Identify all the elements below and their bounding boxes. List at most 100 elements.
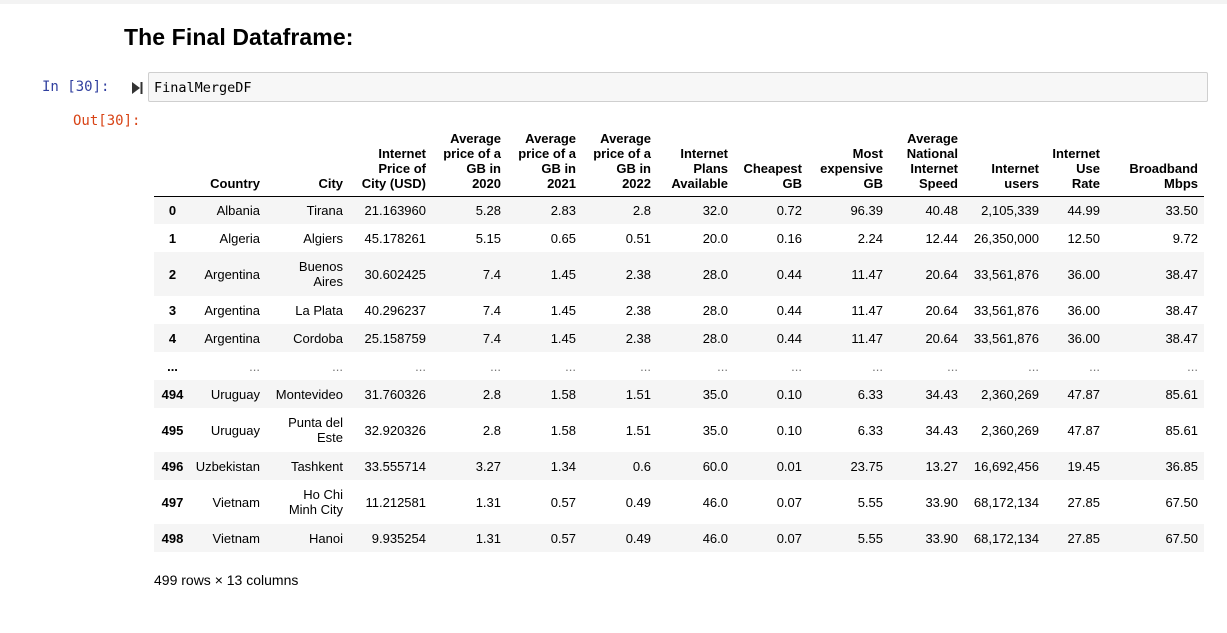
column-header-line: Broadband (1129, 160, 1198, 176)
cell-price: 40.296237 (364, 302, 426, 318)
cell-price: 30.602425 (364, 266, 426, 282)
column-header-line: Speed (918, 175, 958, 191)
cell-price: 31.760326 (364, 386, 426, 402)
cell-price: 9.935254 (371, 530, 426, 546)
cell-city-line: Ho Chi (303, 487, 343, 502)
cell-city-line: ... (332, 358, 343, 374)
column-header-line (158, 131, 185, 146)
cell-city: La Plata (266, 296, 349, 324)
cell-speed: ... (947, 358, 958, 374)
column-header-line: GB (863, 175, 884, 191)
cell-price: 33.555714 (364, 458, 426, 474)
column-header-line: Rate (1071, 175, 1100, 191)
cell-g2022: ... (640, 358, 651, 374)
column-header-line: price of a (593, 145, 651, 161)
cell-rate: 27.85 (1067, 494, 1100, 510)
cell-cheap: ... (791, 358, 802, 374)
output-prompt: Out[30]: (73, 113, 141, 129)
table-row: 2 Argentina Buenos Aires 30.602425 7.4 1.45 2.3… (154, 252, 1204, 296)
column-header: Internet Use Rate (1045, 126, 1106, 197)
cell-g2021: 1.45 (550, 302, 576, 318)
column-header-line: Cheapest (743, 160, 802, 176)
column-header-line: Plans (693, 160, 728, 176)
cell-rate: 44.99 (1067, 202, 1100, 218)
row-index: 496 (161, 458, 184, 474)
cell-cheap: 0.10 (776, 386, 802, 402)
cell-plans: ... (717, 358, 728, 374)
column-header-line: GB in (466, 160, 501, 176)
cell-price: ... (415, 358, 426, 374)
cell-price: 32.920326 (364, 422, 426, 438)
cell-city-line: Hanoi (309, 530, 343, 546)
column-header: Internet users (964, 126, 1045, 197)
column-header-line: City (USD) (361, 175, 426, 191)
cell-city: ... (266, 352, 349, 380)
cell-bb: 33.50 (1165, 202, 1198, 218)
cell-exp: 6.33 (857, 422, 883, 438)
cell-cheap: 0.01 (776, 458, 802, 474)
cell-g2020: 2.8 (482, 422, 501, 438)
column-header-line: National (906, 145, 958, 161)
cell-city-line: Tashkent (290, 458, 343, 474)
cell-g2022: 2.8 (632, 202, 651, 218)
cell-rate: 12.50 (1067, 230, 1100, 246)
column-header: Most expensive GB (808, 126, 889, 197)
cell-g2021: 1.45 (550, 330, 576, 346)
cell-g2021: 1.58 (550, 422, 576, 438)
table-row: 494 Uruguay Montevideo 31.760326 2.8 1.58 1.51… (154, 380, 1204, 408)
table-row: 0 Albania Tirana 21.163960 5.28 2.83 2.8 32.0 0.… (154, 196, 1204, 224)
cell-city: Tirana (266, 196, 349, 224)
cell-city-line: Aires (313, 274, 343, 289)
cell-g2022: 0.49 (625, 530, 651, 546)
column-header-line (270, 146, 343, 161)
input-prompt: In [30]: (42, 79, 110, 95)
cell-g2020: 2.8 (482, 386, 501, 402)
cell-city: Tashkent (266, 452, 349, 480)
cell-g2022: 2.38 (625, 302, 651, 318)
cell-users: 2,360,269 (981, 422, 1039, 438)
cell-city-line: Cordoba (293, 330, 343, 346)
column-header-line: City (318, 175, 343, 191)
column-header-line (353, 131, 426, 146)
cell-bb: 38.47 (1165, 302, 1198, 318)
cell-speed: 12.44 (925, 230, 958, 246)
cell-g2021: 0.57 (550, 494, 576, 510)
cell-cheap: 0.72 (776, 202, 802, 218)
cell-plans: 46.0 (702, 530, 728, 546)
column-header: Average price of a GB in 2020 (432, 126, 507, 197)
column-header-line: Average (450, 130, 501, 146)
column-header: Internet Plans Available (657, 126, 734, 197)
column-header: Average price of a GB in 2021 (507, 126, 582, 197)
run-cell-icon[interactable] (130, 81, 144, 95)
column-header-line: 2022 (622, 175, 651, 191)
cell-g2021: 1.58 (550, 386, 576, 402)
cell-cheap: 0.10 (776, 422, 802, 438)
cell-users: 26,350,000 (973, 230, 1039, 246)
row-index: 3 (168, 302, 177, 318)
cell-plans: 28.0 (702, 302, 728, 318)
cell-g2020: 5.15 (475, 230, 501, 246)
cell-g2020: 3.27 (475, 458, 501, 474)
cell-country: Uruguay (210, 422, 260, 438)
cell-city-line: La Plata (295, 302, 343, 318)
cell-exp: 11.47 (851, 302, 883, 318)
cell-plans: 28.0 (702, 266, 728, 282)
column-header-line: Average (525, 130, 576, 146)
cell-g2021: 2.83 (550, 202, 576, 218)
cell-g2020: 1.31 (475, 530, 501, 546)
cell-exp: 5.55 (857, 494, 883, 510)
column-header: Internet Price of City (USD) (349, 126, 432, 197)
code-text: FinalMergeDF (154, 80, 252, 96)
cell-price: 11.212581 (365, 494, 427, 510)
table-row: 3 Argentina La Plata 40.296237 7.4 1.45 2.38 28… (154, 296, 1204, 324)
column-header-line (661, 131, 728, 146)
cell-country: Uruguay (210, 386, 260, 402)
cell-g2021: 0.57 (550, 530, 576, 546)
cell-users: 16,692,456 (973, 458, 1039, 474)
cell-country: Uzbekistan (195, 458, 260, 474)
cell-speed: 33.90 (925, 494, 958, 510)
code-cell-input[interactable]: FinalMergeDF (148, 72, 1208, 102)
column-header (154, 126, 191, 197)
cell-users: 33,561,876 (973, 302, 1039, 318)
cell-g2021: 1.45 (550, 266, 576, 282)
